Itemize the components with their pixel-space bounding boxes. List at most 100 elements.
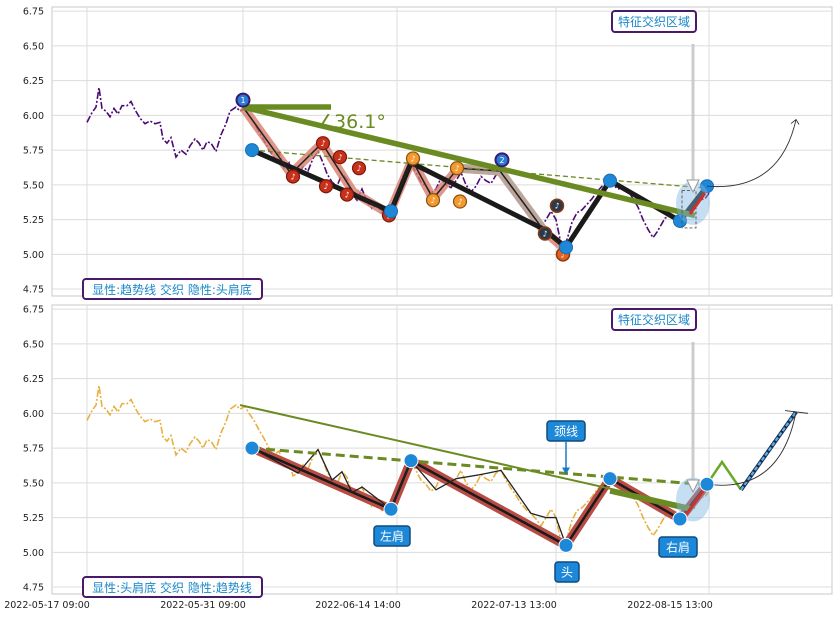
note-glyph: ♪ [290,173,295,182]
y-tick-label: 5.75 [23,444,44,455]
projection-arrowhead [790,118,800,125]
projection-leg [740,411,797,491]
y-tick-label: 6.50 [23,339,44,350]
y-tick-label: 4.75 [23,583,44,594]
left-shoulder-label-box [373,525,411,547]
region-label-box [611,308,697,331]
note-glyph: ♪ [323,182,328,191]
pointer-arrowhead [686,179,700,194]
note-marker [332,149,348,165]
y-tick-label: 6.75 [23,7,44,18]
note-glyph: ♪ [457,198,462,207]
y-tick-label: 6.00 [23,409,44,420]
badge-label: 2 [499,156,504,165]
caption-box [82,576,263,598]
pattern-node [403,453,419,469]
trend-line [242,104,696,219]
x-tick-label: 2022-07-13 13:00 [471,600,557,611]
y-tick-label: 5.50 [23,180,44,191]
y-tick-label: 5.25 [23,513,44,524]
badge-label: 1 [240,96,245,105]
angle-label: ∠36.1° [317,111,386,133]
badge [494,152,510,168]
note-marker [449,161,465,176]
region-label: 特征交织区域 [618,14,690,29]
target-tick [784,410,809,414]
caption: 显性:趋势线 交织 隐性:头肩底 [92,282,252,297]
projection-zigzag [705,459,743,491]
intersection-box [681,189,697,229]
neckline-label: 颈线 [554,425,578,439]
y-tick-label: 6.50 [23,41,44,52]
note-marker [537,226,553,241]
y-tick-label: 5.50 [23,478,44,489]
y-tick-label: 6.25 [23,76,44,87]
pattern-node [558,537,574,553]
y-tick-label: 5.00 [23,548,44,559]
pattern-node [602,471,618,487]
top-panel: 4.75 5.00 5.25 5.50 5.75 6.00 6.25 6.50 6.75 ∠36.… [23,6,833,300]
note-marker [452,194,468,209]
note-marker [405,151,421,166]
note-marker [318,179,334,194]
neckline-label-pointer-head [562,467,570,475]
plot-frame [51,304,833,595]
note-glyph: ♪ [410,154,415,163]
note-marker [285,169,301,184]
right-shoulder-label: 右肩 [666,540,690,555]
head-label: 头 [561,566,573,580]
dashed-neckline [251,149,701,189]
left-shoulder-label: 左肩 [380,529,404,544]
note-marker [315,136,331,151]
y-tick-label: 6.25 [23,374,44,385]
caption: 显性:头肩底 交织 隐性:趋势线 [92,580,252,595]
y-tick-label: 5.25 [23,215,44,226]
bottom-panel: 4.75 5.00 5.25 5.50 5.75 6.00 6.25 6.50 6.75 颈线左肩… [23,304,833,598]
pattern-node [383,501,399,517]
note-marker [425,193,441,208]
x-tick-label: 2022-05-31 09:00 [160,600,246,611]
region-label: 特征交织区域 [618,312,690,327]
pattern-node [244,440,260,456]
head-label-box [554,561,580,583]
x-tick-label: 2022-06-14 14:00 [315,600,401,611]
note-glyph: ♪ [554,202,559,211]
note-glyph: ♪ [337,153,342,162]
pattern-node [699,476,715,492]
badge [235,92,251,108]
trend-segment [609,488,691,512]
x-tick-label: 2022-05-17 09:00 [4,600,90,611]
y-tick-label: 5.75 [23,146,44,157]
pointer-arrowhead [686,479,700,494]
note-glyph: ♪ [430,196,435,205]
pattern-node [673,213,687,228]
red-arrow [688,192,707,215]
note-glyph: ♪ [454,164,459,173]
pattern-node [603,173,617,188]
projection-curve [706,119,797,188]
y-tick-label: 6.00 [23,111,44,122]
red-arrow [681,487,707,520]
y-tick-label: 6.75 [23,305,44,316]
note-glyph: ♪ [344,191,349,200]
y-tick-label: 4.75 [23,285,44,296]
pattern-node [672,511,688,527]
note-marker [351,161,367,176]
region-label-box [611,10,697,33]
x-tick-label: 2022-08-15 13:00 [627,600,713,611]
pattern-node [245,143,259,158]
neckline [251,446,701,486]
plot-frame [51,6,833,297]
note-marker [549,198,565,213]
y-tick-label: 5.00 [23,250,44,261]
pattern-node [384,204,398,219]
x-axis: 2022-05-17 09:00 2022-05-31 09:00 2022-06-… [4,600,713,611]
note-marker [339,187,355,202]
note-glyph: ♪ [542,229,547,238]
right-shoulder-label-box [658,536,698,558]
note-glyph: ♪ [356,164,361,173]
caption-box [82,278,263,300]
intersection-ellipse [676,180,710,225]
projection-curve [706,411,797,486]
